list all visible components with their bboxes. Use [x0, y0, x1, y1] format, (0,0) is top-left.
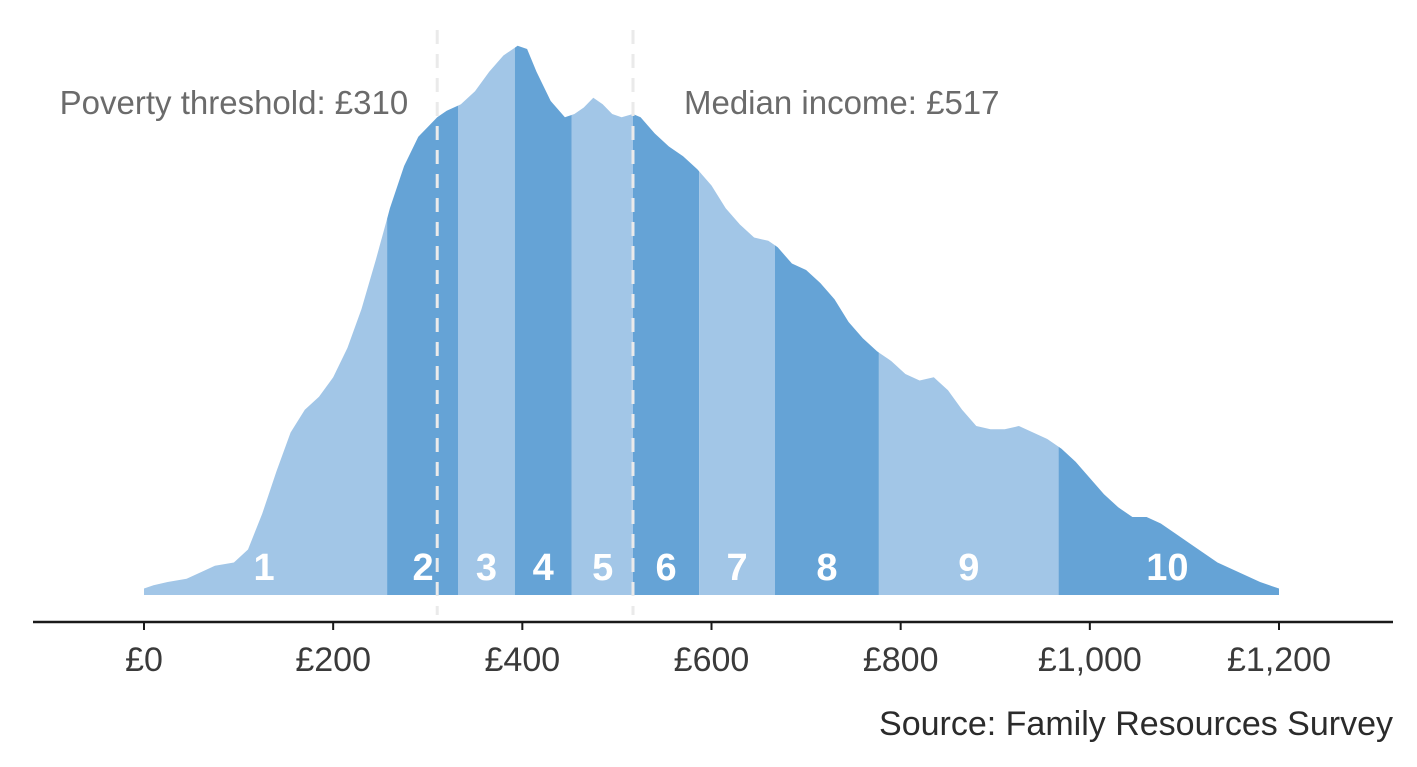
decile-label-6: 6: [656, 547, 677, 589]
decile-band-2: [387, 105, 458, 595]
decile-band-10: [1058, 446, 1279, 595]
median-income-label: Median income: £517: [684, 84, 1000, 121]
decile-labels: 1 2 3 4 5 6 7 8 9 10: [254, 547, 1189, 589]
decile-label-2: 2: [412, 547, 433, 589]
decile-band-9: [878, 352, 1059, 595]
x-tick-label: £800: [863, 641, 939, 679]
decile-label-1: 1: [254, 547, 275, 589]
poverty-threshold-label: Poverty threshold: £310: [60, 84, 409, 121]
decile-band-5: [571, 97, 633, 596]
decile-band-3: [458, 47, 515, 595]
x-axis-ticks: £0 £200 £400 £600 £800 £1,000 £1,200: [125, 622, 1331, 679]
x-tick-label: £600: [674, 641, 750, 679]
x-tick-label: £200: [295, 641, 371, 679]
decile-band-4: [514, 45, 572, 596]
decile-bands: [144, 45, 1279, 596]
reference-lines: Poverty threshold: £310 Median income: £5…: [60, 30, 1000, 615]
decile-band-8: [774, 245, 879, 596]
x-tick-label: £1,000: [1038, 641, 1142, 679]
x-tick-label: £0: [125, 641, 163, 679]
decile-label-4: 4: [533, 547, 554, 589]
decile-label-3: 3: [476, 547, 497, 589]
x-tick-label: £400: [485, 641, 561, 679]
decile-band-7: [699, 171, 775, 595]
decile-band-6: [633, 114, 700, 595]
decile-label-5: 5: [592, 547, 613, 589]
decile-label-7: 7: [726, 547, 747, 589]
decile-label-8: 8: [816, 547, 837, 589]
source-note: Source: Family Resources Survey: [879, 705, 1393, 743]
x-tick-label: £1,200: [1227, 641, 1331, 679]
decile-label-9: 9: [958, 547, 979, 589]
decile-label-10: 10: [1146, 547, 1188, 589]
decile-band-1: [144, 218, 388, 595]
